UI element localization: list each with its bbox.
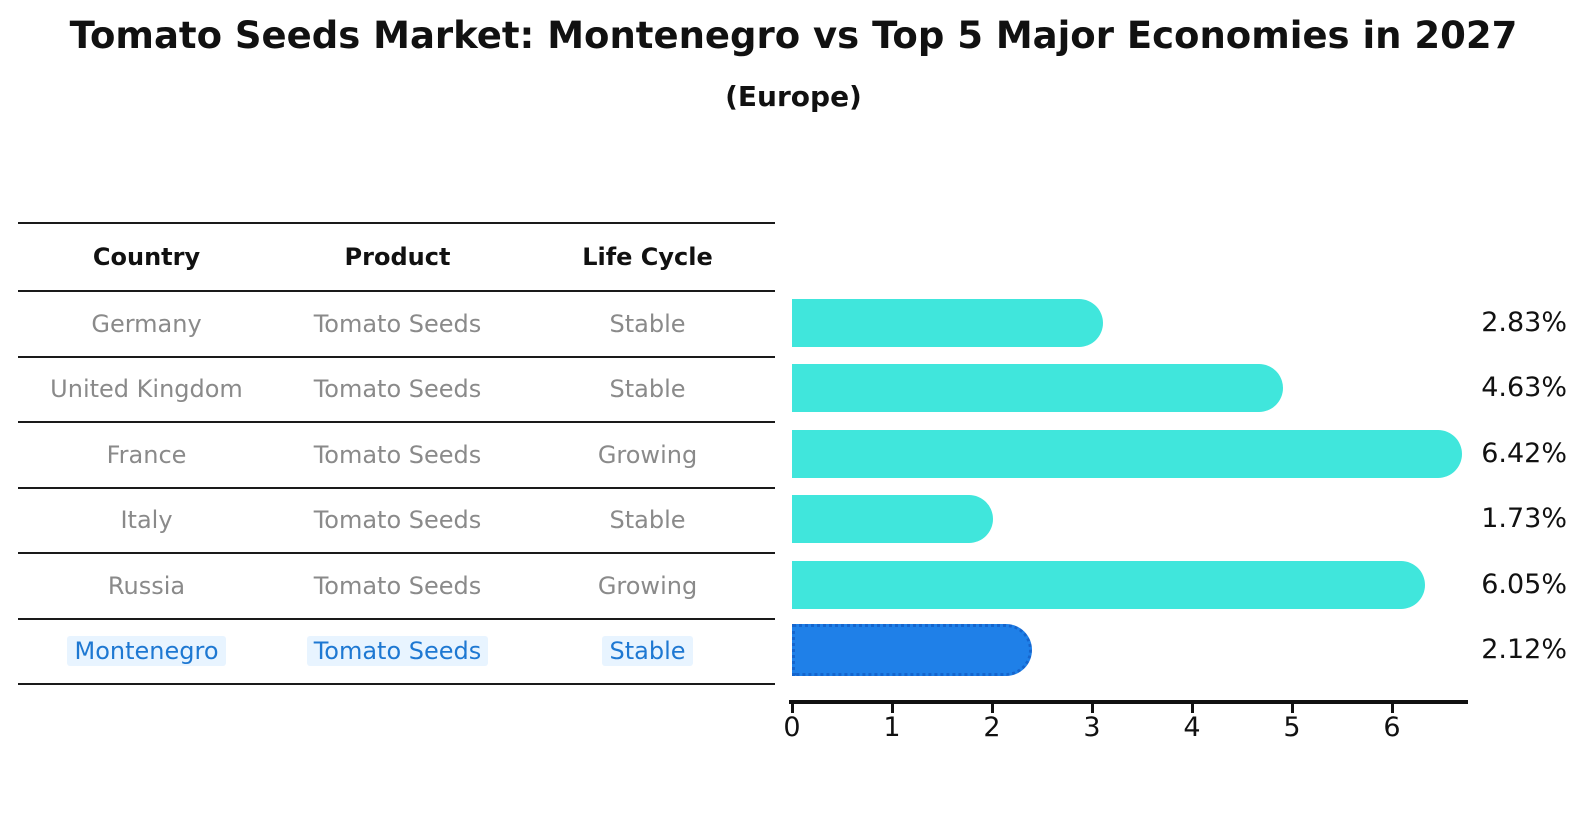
cell-country-text: Russia	[107, 571, 186, 600]
cell-life-cycle: Growing	[520, 572, 775, 600]
x-tick-mark-5	[1290, 704, 1294, 713]
bar-montenegro	[792, 624, 1032, 677]
cell-product: Tomato Seeds	[275, 375, 520, 403]
cell-country: Italy	[18, 506, 275, 534]
bar-italy	[792, 495, 993, 544]
cell-country-text: Germany	[91, 309, 202, 338]
x-tick-mark-0	[790, 704, 794, 713]
column-header-product: Product	[344, 243, 451, 271]
bar-germany	[792, 298, 1103, 347]
cell-country-text: Montenegro	[67, 636, 226, 667]
x-tick-mark-3	[1090, 704, 1094, 713]
x-tick-label-5: 5	[1283, 712, 1301, 743]
table-row-united-kingdom: United Kingdom Tomato Seeds Stable	[18, 358, 775, 423]
cell-life-cycle-text: Stable	[609, 309, 686, 338]
cell-life-cycle: Growing	[520, 441, 775, 469]
column-header-country: Country	[92, 243, 201, 271]
cell-country: United Kingdom	[18, 375, 275, 403]
bar-russia	[792, 560, 1425, 609]
value-label-montenegro: 2.12%	[1481, 634, 1567, 666]
cell-life-cycle-text: Stable	[609, 506, 686, 535]
table-row-russia: Russia Tomato Seeds Growing	[18, 554, 775, 620]
cell-product: Tomato Seeds	[275, 636, 520, 667]
cell-country-text: France	[106, 440, 187, 469]
x-tick-mark-6	[1390, 704, 1394, 713]
x-tick-mark-2	[990, 704, 994, 713]
cell-product-text: Tomato Seeds	[313, 309, 482, 338]
cell-product: Tomato Seeds	[275, 310, 520, 338]
cell-product-text: Tomato Seeds	[313, 440, 482, 469]
x-tick-label-3: 3	[1083, 712, 1101, 743]
table-header-row: Country Product Life Cycle	[18, 224, 775, 292]
chart-subtitle: (Europe)	[725, 80, 862, 113]
x-tick-label-2: 2	[983, 712, 1001, 743]
x-tick-label-4: 4	[1183, 712, 1201, 743]
cell-life-cycle: Stable	[520, 310, 775, 338]
x-axis-line	[789, 700, 1468, 704]
cell-product-text: Tomato Seeds	[313, 506, 482, 535]
table-row-france: France Tomato Seeds Growing	[18, 423, 775, 489]
x-tick-mark-1	[890, 704, 894, 713]
cell-life-cycle-text: Growing	[597, 440, 698, 469]
cell-life-cycle-text: Stable	[602, 636, 693, 667]
cell-life-cycle: Stable	[520, 375, 775, 403]
cell-country: Germany	[18, 310, 275, 338]
table-row-montenegro: Montenegro Tomato Seeds Stable	[18, 620, 775, 685]
table-row-germany: Germany Tomato Seeds Stable	[18, 292, 775, 358]
cell-life-cycle: Stable	[520, 506, 775, 534]
country-table: Country Product Life Cycle Germany Tomato…	[18, 222, 775, 685]
value-label-italy: 1.73%	[1481, 503, 1567, 535]
cell-country: France	[18, 441, 275, 469]
x-tick-mark-4	[1190, 704, 1194, 713]
cell-life-cycle: Stable	[520, 636, 775, 667]
cell-country-text: United Kingdom	[50, 375, 243, 404]
value-label-germany: 2.83%	[1481, 306, 1567, 338]
bar-united-kingdom	[792, 364, 1283, 413]
cell-life-cycle-text: Stable	[609, 375, 686, 404]
cell-life-cycle-text: Growing	[597, 571, 698, 600]
bar-france	[792, 429, 1462, 478]
cell-country: Russia	[18, 572, 275, 600]
cell-country: Montenegro	[18, 636, 275, 667]
chart-title: Tomato Seeds Market: Montenegro vs Top 5…	[69, 14, 1518, 57]
cell-country-text: Italy	[120, 506, 173, 535]
table-body: Germany Tomato Seeds Stable United Kingdom T…	[18, 292, 775, 685]
x-tick-label-0: 0	[783, 712, 801, 743]
x-tick-label-1: 1	[883, 712, 901, 743]
value-label-russia: 6.05%	[1481, 568, 1567, 600]
cell-product: Tomato Seeds	[275, 572, 520, 600]
cell-product: Tomato Seeds	[275, 441, 520, 469]
cell-product-text: Tomato Seeds	[313, 571, 482, 600]
value-label-france: 6.42%	[1481, 437, 1567, 469]
cell-product: Tomato Seeds	[275, 506, 520, 534]
value-label-united-kingdom: 4.63%	[1481, 372, 1567, 404]
x-tick-label-6: 6	[1383, 712, 1401, 743]
column-header-life-cycle: Life Cycle	[582, 243, 713, 271]
cell-product-text: Tomato Seeds	[306, 636, 489, 667]
table-row-italy: Italy Tomato Seeds Stable	[18, 489, 775, 554]
cell-product-text: Tomato Seeds	[313, 375, 482, 404]
